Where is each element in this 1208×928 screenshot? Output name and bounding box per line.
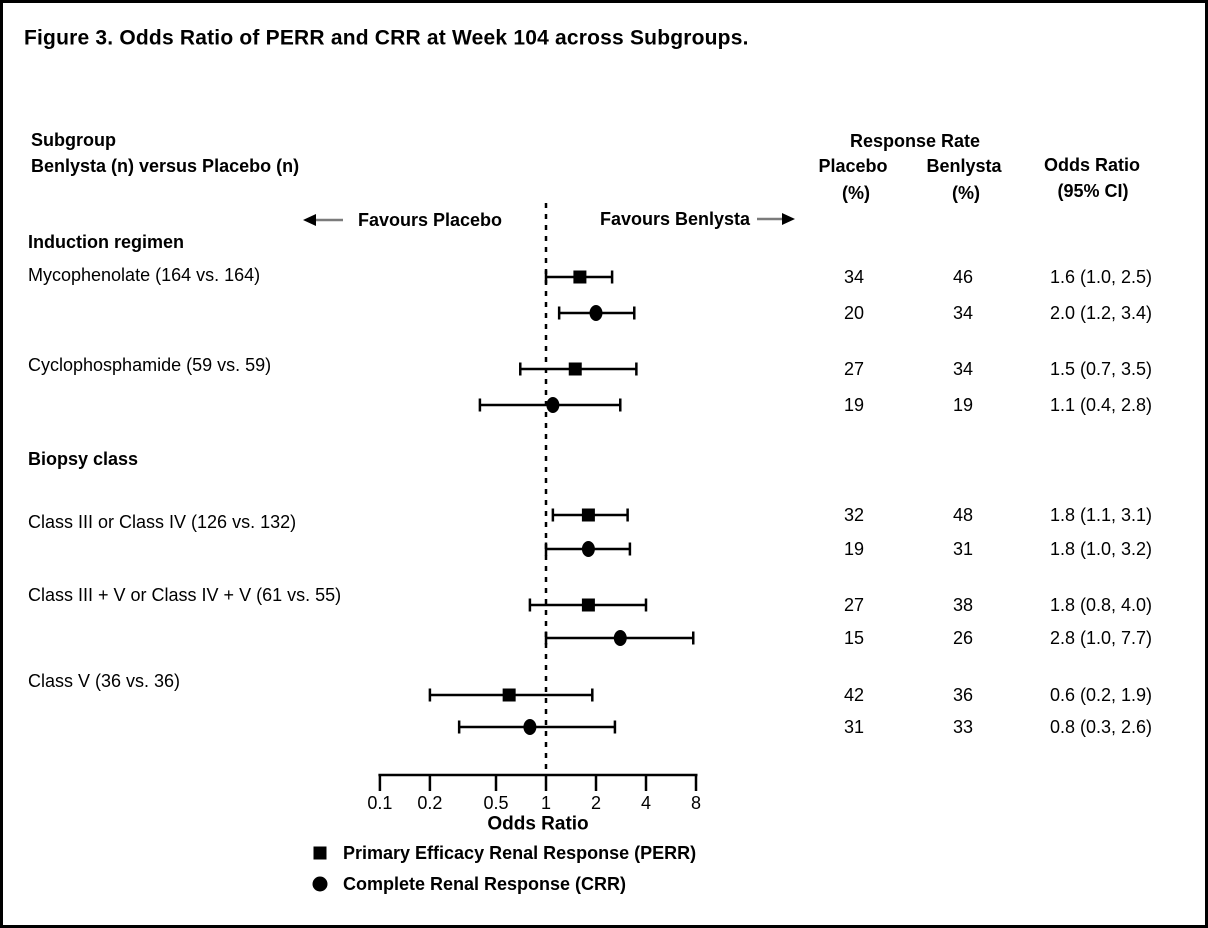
- left-arrow-icon: [303, 214, 316, 226]
- value-odds-ratio-ci: 1.6 (1.0, 2.5): [1049, 267, 1153, 287]
- x-tick-label: 1: [540, 793, 552, 813]
- benlysta-column-unit: (%): [952, 183, 980, 203]
- odds-ratio-column-ci: (95% CI): [1057, 181, 1129, 201]
- x-tick-label: 0.1: [367, 793, 393, 813]
- value-placebo-pct: 27: [843, 595, 865, 615]
- row-label: Class V (36 vs. 36): [28, 671, 181, 691]
- value-placebo-pct: 32: [843, 505, 865, 525]
- x-tick-label: 0.2: [417, 793, 443, 813]
- odds-ratio-column-header: Odds Ratio: [1043, 155, 1141, 175]
- value-placebo-pct: 15: [843, 628, 865, 648]
- value-odds-ratio-ci: 2.0 (1.2, 3.4): [1049, 303, 1153, 323]
- row-label: Cyclophosphamide (59 vs. 59): [28, 355, 272, 375]
- value-odds-ratio-ci: 1.1 (0.4, 2.8): [1049, 395, 1153, 415]
- subgroup-header-line2: Benlysta (n) versus Placebo (n): [31, 156, 300, 176]
- row-label: Class III + V or Class IV + V (61 vs. 55…: [28, 585, 342, 605]
- favours-benlysta-label: Favours Benlysta: [599, 209, 751, 229]
- value-benlysta-pct: 38: [952, 595, 974, 615]
- value-benlysta-pct: 48: [952, 505, 974, 525]
- value-placebo-pct: 19: [843, 539, 865, 559]
- x-tick-label: 8: [690, 793, 702, 813]
- marker-circle-crr: [589, 305, 603, 321]
- value-placebo-pct: 34: [843, 267, 865, 287]
- legend-circle-icon: [312, 876, 328, 892]
- marker-square-perr: [568, 362, 582, 376]
- value-benlysta-pct: 46: [952, 267, 974, 287]
- marker-square-perr: [581, 508, 595, 522]
- marker-square-perr: [581, 598, 595, 612]
- value-odds-ratio-ci: 1.8 (0.8, 4.0): [1049, 595, 1153, 615]
- value-benlysta-pct: 19: [952, 395, 974, 415]
- value-benlysta-pct: 34: [952, 359, 974, 379]
- value-placebo-pct: 20: [843, 303, 865, 323]
- value-placebo-pct: 42: [843, 685, 865, 705]
- marker-square-perr: [502, 688, 516, 702]
- right-arrow-icon: [782, 213, 795, 225]
- x-tick-label: 0.5: [483, 793, 509, 813]
- marker-circle-crr: [523, 719, 537, 735]
- row-label: Mycophenolate (164 vs. 164): [28, 265, 261, 285]
- marker-circle-crr: [613, 630, 627, 646]
- value-benlysta-pct: 34: [952, 303, 974, 323]
- row-label: Class III or Class IV (126 vs. 132): [28, 512, 297, 532]
- favours-placebo-label: Favours Placebo: [357, 210, 503, 230]
- group-header: Induction regimen: [28, 232, 185, 252]
- marker-circle-crr: [546, 397, 560, 413]
- value-odds-ratio-ci: 0.6 (0.2, 1.9): [1049, 685, 1153, 705]
- legend-label: Primary Efficacy Renal Response (PERR): [343, 843, 697, 863]
- value-odds-ratio-ci: 0.8 (0.3, 2.6): [1049, 717, 1153, 737]
- response-rate-header: Response Rate: [849, 131, 981, 151]
- value-placebo-pct: 31: [843, 717, 865, 737]
- marker-circle-crr: [581, 541, 595, 557]
- placebo-column-unit: (%): [842, 183, 870, 203]
- value-benlysta-pct: 26: [952, 628, 974, 648]
- subgroup-header-line1: Subgroup: [31, 130, 116, 150]
- value-placebo-pct: 19: [843, 395, 865, 415]
- value-odds-ratio-ci: 1.8 (1.0, 3.2): [1049, 539, 1153, 559]
- value-placebo-pct: 27: [843, 359, 865, 379]
- value-benlysta-pct: 33: [952, 717, 974, 737]
- placebo-column-header: Placebo: [818, 156, 888, 176]
- x-tick-label: 4: [640, 793, 652, 813]
- benlysta-column-header: Benlysta: [926, 156, 1002, 176]
- value-benlysta-pct: 31: [952, 539, 974, 559]
- group-header: Biopsy class: [28, 449, 139, 469]
- value-benlysta-pct: 36: [952, 685, 974, 705]
- legend-square-icon: [313, 846, 327, 860]
- figure-title: Figure 3. Odds Ratio of PERR and CRR at …: [24, 26, 749, 50]
- x-axis-title: Odds Ratio: [487, 813, 589, 835]
- forest-plot-canvas: [303, 203, 795, 892]
- value-odds-ratio-ci: 2.8 (1.0, 7.7): [1049, 628, 1153, 648]
- value-odds-ratio-ci: 1.8 (1.1, 3.1): [1049, 505, 1153, 525]
- marker-square-perr: [573, 270, 587, 284]
- x-tick-label: 2: [590, 793, 602, 813]
- legend-label: Complete Renal Response (CRR): [343, 874, 627, 894]
- value-odds-ratio-ci: 1.5 (0.7, 3.5): [1049, 359, 1153, 379]
